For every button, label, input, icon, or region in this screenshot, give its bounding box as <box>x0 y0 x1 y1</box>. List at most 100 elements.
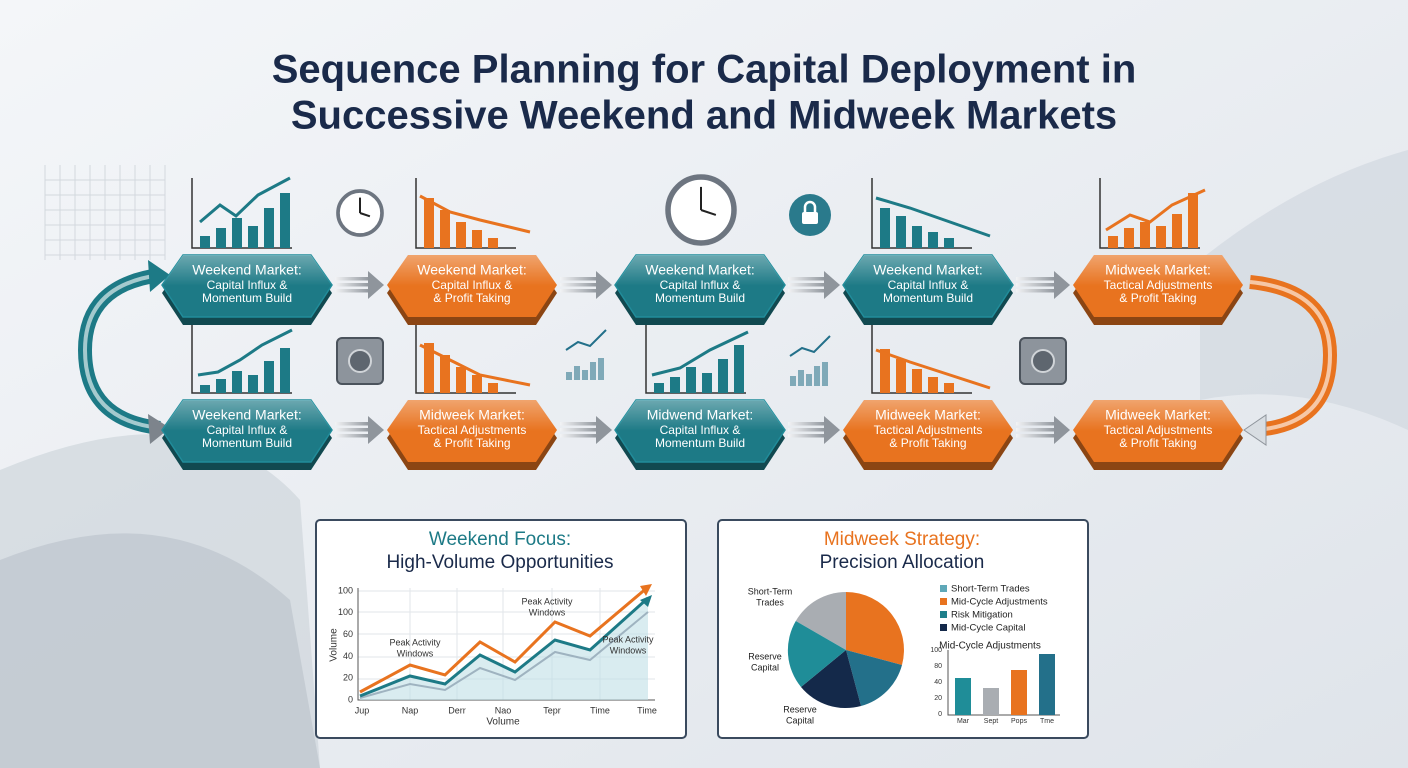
icon-bar <box>880 208 890 248</box>
arrowhead <box>640 584 652 596</box>
node-title: Midweek Market: <box>1105 407 1211 423</box>
node-title: Weekend Market: <box>192 407 301 423</box>
annotation: Peak Activity <box>602 634 654 644</box>
connector <box>788 289 826 293</box>
icon-bar <box>654 383 664 393</box>
arrowhead <box>368 271 384 299</box>
node-text: Tactical Adjustments <box>418 423 527 437</box>
bar <box>1039 654 1055 715</box>
icon-bar <box>880 349 890 393</box>
legend-label: Mid-Cycle Capital <box>951 623 1025 634</box>
icon-bar <box>264 361 274 393</box>
panel-title: High-Volume Opportunities <box>386 552 613 573</box>
panel-title: Midweek Strategy: <box>824 529 980 550</box>
y-tick-label: 100 <box>338 607 353 617</box>
connector <box>1016 434 1056 438</box>
connector <box>788 428 826 432</box>
connector <box>1016 277 1056 281</box>
icon-bar <box>912 369 922 393</box>
node-title: Midweek Market: <box>419 407 525 423</box>
icon-bar <box>472 230 482 248</box>
arrowhead <box>1054 271 1070 299</box>
icon-bar <box>488 238 498 248</box>
node-text: Momentum Build <box>655 291 745 305</box>
x-tick-label: Nao <box>495 705 512 715</box>
node-text: & Profit Taking <box>1119 436 1196 450</box>
icon-bar <box>798 370 804 386</box>
legend-label: Short-Term Trades <box>951 584 1030 595</box>
node-text: Capital Influx & <box>888 278 969 292</box>
connector <box>560 289 598 293</box>
x-tick-label: Time <box>590 705 610 715</box>
clock-hand <box>700 209 717 216</box>
line <box>359 611 649 699</box>
icon-bar <box>456 367 466 393</box>
connector <box>1016 283 1056 287</box>
y-tick-label: 20 <box>343 673 353 683</box>
y-tick-label: 100 <box>338 585 353 595</box>
node-title: Weekend Market: <box>873 262 982 278</box>
loop-arrow <box>82 273 161 430</box>
node-text: Momentum Build <box>202 291 292 305</box>
panel-title: Precision Allocation <box>820 552 985 573</box>
connector <box>1016 289 1056 293</box>
node-shine <box>843 400 1013 462</box>
annotation: Peak Activity <box>521 596 573 606</box>
node-shine <box>387 255 557 317</box>
icon-bar <box>590 362 596 380</box>
legend-swatch <box>940 611 947 618</box>
lock-icon <box>803 200 817 212</box>
connector <box>335 289 370 293</box>
bar <box>1011 670 1027 715</box>
arrowhead <box>824 416 840 444</box>
node-text: Capital Influx & <box>207 423 288 437</box>
icon-bar <box>928 232 938 248</box>
node-text: & Profit Taking <box>433 436 510 450</box>
arrowhead <box>148 260 170 292</box>
icon-bar <box>1188 193 1198 248</box>
icon-bar <box>1140 222 1150 248</box>
node-shine <box>843 255 1013 317</box>
node-title: Weekend Market: <box>417 262 526 278</box>
annotation: Windows <box>610 645 647 655</box>
icon-bar <box>790 376 796 386</box>
icon-bar <box>1172 214 1182 248</box>
lock-icon <box>802 212 818 224</box>
icon-bar <box>1156 226 1166 248</box>
node-text: Momentum Build <box>202 436 292 450</box>
arrowhead <box>1054 416 1070 444</box>
icon-trend <box>565 329 607 351</box>
icon-bar <box>1124 228 1134 248</box>
node-shine <box>387 400 557 462</box>
y-tick-label: 100 <box>930 647 942 654</box>
title: Sequence Planning for Capital Deployment… <box>272 48 1137 92</box>
loop-arrow <box>1249 280 1333 432</box>
connector <box>560 277 598 281</box>
x-tick-label: Tepr <box>543 705 561 715</box>
icon-bar <box>440 355 450 393</box>
icon-trend <box>789 335 831 357</box>
y-tick-label: 40 <box>934 679 942 686</box>
icon-bar <box>912 226 922 248</box>
x-tick-label: Tme <box>1040 718 1054 725</box>
icon-axis <box>415 178 516 249</box>
icon-bar <box>264 208 274 248</box>
node-title: Midwend Market: <box>647 407 754 423</box>
pie <box>787 592 904 709</box>
icon-bar <box>582 370 588 380</box>
connector <box>335 434 370 438</box>
x-tick-label: Pops <box>1011 718 1027 725</box>
node-shine <box>1073 400 1243 462</box>
icon-bar <box>424 198 434 248</box>
y-tick-label: 40 <box>343 651 353 661</box>
x-tick-label: Sept <box>984 718 998 725</box>
bg-grid <box>44 165 166 260</box>
node-shine <box>162 400 332 462</box>
title: Successive Weekend and Midweek Markets <box>291 94 1117 138</box>
icon-axis <box>645 323 746 394</box>
icon-bar <box>280 193 290 248</box>
x-tick-label: Time <box>637 705 657 715</box>
bar <box>983 688 999 715</box>
safe-icon <box>1031 349 1055 373</box>
line <box>359 585 649 694</box>
